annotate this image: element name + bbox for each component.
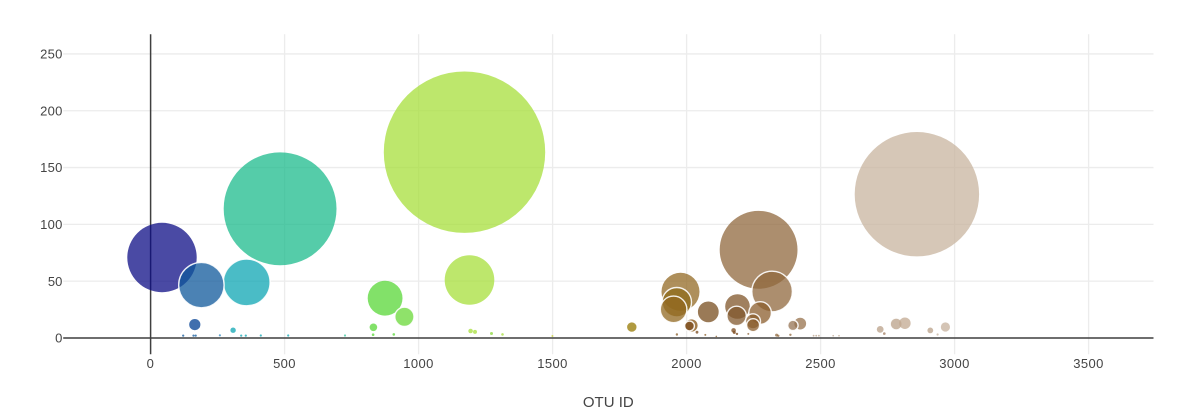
svg-text:1000: 1000 (403, 356, 434, 371)
svg-text:500: 500 (273, 356, 296, 371)
svg-text:2000: 2000 (671, 356, 702, 371)
svg-text:200: 200 (40, 103, 63, 118)
svg-text:OTU ID: OTU ID (583, 394, 634, 411)
svg-text:3500: 3500 (1073, 356, 1104, 371)
svg-text:2500: 2500 (805, 356, 836, 371)
svg-text:1500: 1500 (537, 356, 568, 371)
svg-text:150: 150 (40, 160, 63, 175)
svg-text:100: 100 (40, 217, 63, 232)
svg-text:250: 250 (40, 47, 63, 62)
svg-text:3000: 3000 (939, 356, 970, 371)
svg-text:0: 0 (147, 356, 155, 371)
svg-text:0: 0 (55, 331, 63, 346)
svg-text:50: 50 (48, 274, 63, 289)
